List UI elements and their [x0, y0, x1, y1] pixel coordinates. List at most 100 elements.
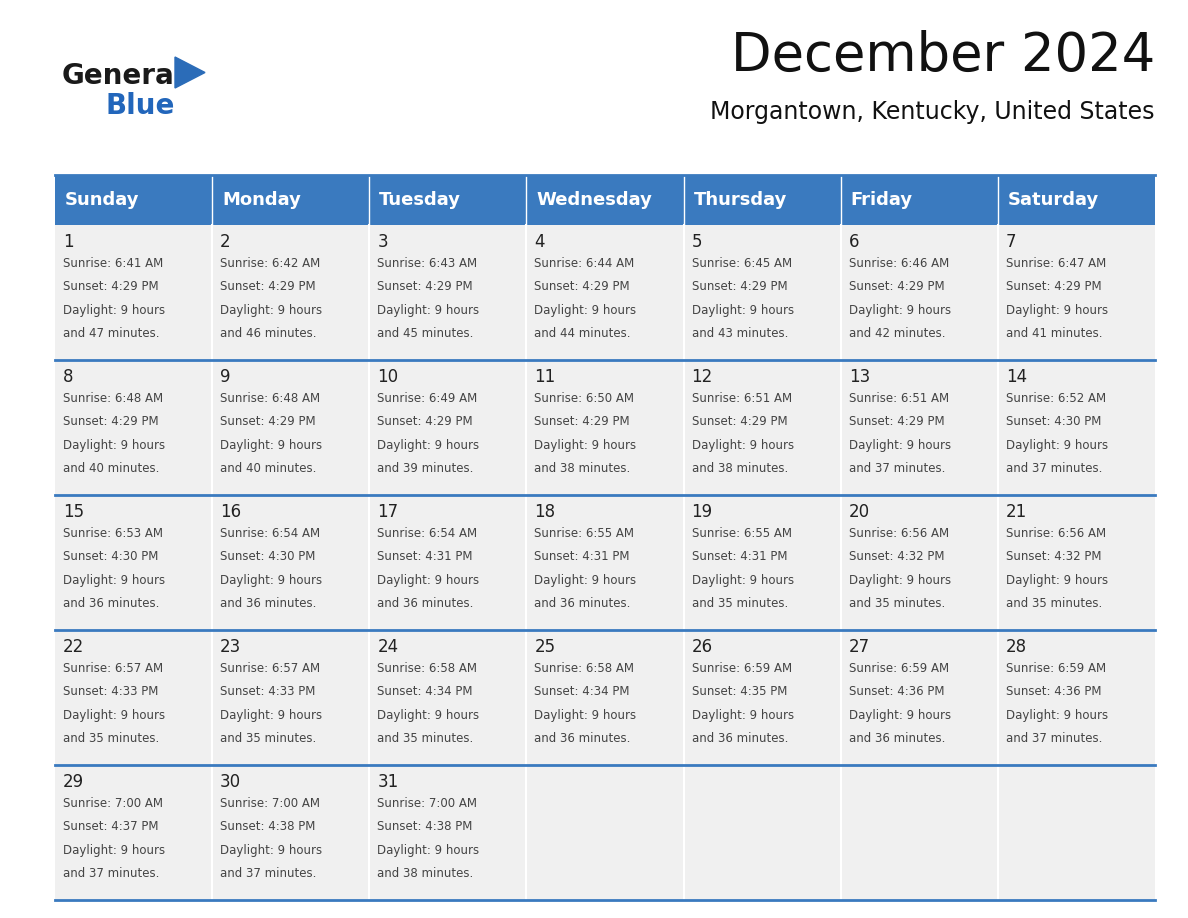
Text: Daylight: 9 hours: Daylight: 9 hours: [1006, 709, 1108, 722]
Text: Sunset: 4:36 PM: Sunset: 4:36 PM: [1006, 686, 1101, 699]
Text: and 35 minutes.: and 35 minutes.: [691, 597, 788, 610]
Bar: [998, 175, 1155, 225]
Bar: [55, 495, 213, 630]
Text: Sunrise: 6:48 AM: Sunrise: 6:48 AM: [220, 392, 321, 405]
Text: Sunrise: 6:43 AM: Sunrise: 6:43 AM: [378, 257, 478, 270]
Text: Sunset: 4:31 PM: Sunset: 4:31 PM: [691, 550, 788, 564]
Text: 19: 19: [691, 503, 713, 521]
Text: Sunset: 4:38 PM: Sunset: 4:38 PM: [220, 821, 316, 834]
Text: Sunrise: 6:53 AM: Sunrise: 6:53 AM: [63, 527, 163, 540]
Text: 22: 22: [63, 638, 84, 656]
Text: and 40 minutes.: and 40 minutes.: [63, 462, 159, 475]
Text: Sunrise: 6:46 AM: Sunrise: 6:46 AM: [848, 257, 949, 270]
Bar: [213, 225, 369, 360]
Text: Sunrise: 6:49 AM: Sunrise: 6:49 AM: [378, 392, 478, 405]
Text: 25: 25: [535, 638, 556, 656]
Bar: [55, 225, 213, 360]
Text: and 38 minutes.: and 38 minutes.: [535, 462, 631, 475]
Bar: [526, 225, 683, 360]
Text: 8: 8: [63, 368, 74, 386]
Text: and 35 minutes.: and 35 minutes.: [848, 597, 944, 610]
Text: Sunrise: 6:52 AM: Sunrise: 6:52 AM: [1006, 392, 1106, 405]
Text: Daylight: 9 hours: Daylight: 9 hours: [378, 574, 480, 587]
Text: Daylight: 9 hours: Daylight: 9 hours: [848, 439, 950, 452]
Text: Sunset: 4:32 PM: Sunset: 4:32 PM: [848, 550, 944, 564]
Text: Daylight: 9 hours: Daylight: 9 hours: [378, 844, 480, 856]
Text: and 36 minutes.: and 36 minutes.: [535, 732, 631, 745]
Text: 18: 18: [535, 503, 556, 521]
Bar: [998, 630, 1155, 765]
Text: and 36 minutes.: and 36 minutes.: [220, 597, 316, 610]
Bar: [526, 495, 683, 630]
Text: Sunset: 4:33 PM: Sunset: 4:33 PM: [220, 686, 316, 699]
Text: Daylight: 9 hours: Daylight: 9 hours: [378, 709, 480, 722]
Text: Daylight: 9 hours: Daylight: 9 hours: [535, 304, 637, 317]
Text: and 44 minutes.: and 44 minutes.: [535, 327, 631, 340]
Text: Sunset: 4:31 PM: Sunset: 4:31 PM: [378, 550, 473, 564]
Text: 23: 23: [220, 638, 241, 656]
Text: 10: 10: [378, 368, 398, 386]
Text: Sunrise: 6:44 AM: Sunrise: 6:44 AM: [535, 257, 634, 270]
Bar: [683, 175, 841, 225]
Text: Daylight: 9 hours: Daylight: 9 hours: [220, 844, 322, 856]
Text: Daylight: 9 hours: Daylight: 9 hours: [220, 439, 322, 452]
Text: Saturday: Saturday: [1007, 191, 1099, 209]
Text: Sunrise: 7:00 AM: Sunrise: 7:00 AM: [220, 797, 320, 810]
Text: and 36 minutes.: and 36 minutes.: [63, 597, 159, 610]
Text: and 38 minutes.: and 38 minutes.: [691, 462, 788, 475]
Bar: [683, 630, 841, 765]
Text: Sunrise: 6:41 AM: Sunrise: 6:41 AM: [63, 257, 163, 270]
Text: Sunday: Sunday: [65, 191, 139, 209]
Bar: [55, 630, 213, 765]
Bar: [213, 495, 369, 630]
Text: Daylight: 9 hours: Daylight: 9 hours: [378, 439, 480, 452]
Text: Sunrise: 6:57 AM: Sunrise: 6:57 AM: [220, 662, 321, 675]
Bar: [369, 495, 526, 630]
Text: Sunrise: 6:54 AM: Sunrise: 6:54 AM: [378, 527, 478, 540]
Text: Sunrise: 6:59 AM: Sunrise: 6:59 AM: [848, 662, 949, 675]
Text: 20: 20: [848, 503, 870, 521]
Text: Daylight: 9 hours: Daylight: 9 hours: [1006, 439, 1108, 452]
Text: Wednesday: Wednesday: [537, 191, 652, 209]
Text: Sunrise: 6:57 AM: Sunrise: 6:57 AM: [63, 662, 163, 675]
Text: 27: 27: [848, 638, 870, 656]
Text: and 42 minutes.: and 42 minutes.: [848, 327, 946, 340]
Text: Sunset: 4:29 PM: Sunset: 4:29 PM: [1006, 280, 1101, 294]
Text: Sunset: 4:30 PM: Sunset: 4:30 PM: [63, 550, 158, 564]
Bar: [213, 630, 369, 765]
Bar: [841, 225, 998, 360]
Text: Sunset: 4:29 PM: Sunset: 4:29 PM: [535, 415, 630, 429]
Text: Sunset: 4:34 PM: Sunset: 4:34 PM: [535, 686, 630, 699]
Bar: [369, 225, 526, 360]
Text: Daylight: 9 hours: Daylight: 9 hours: [220, 574, 322, 587]
Text: 2: 2: [220, 233, 230, 251]
Text: and 36 minutes.: and 36 minutes.: [848, 732, 946, 745]
Bar: [526, 765, 683, 900]
Text: Daylight: 9 hours: Daylight: 9 hours: [63, 844, 165, 856]
Text: and 37 minutes.: and 37 minutes.: [1006, 462, 1102, 475]
Text: 9: 9: [220, 368, 230, 386]
Bar: [213, 175, 369, 225]
Text: 4: 4: [535, 233, 545, 251]
Bar: [526, 630, 683, 765]
Text: Sunset: 4:29 PM: Sunset: 4:29 PM: [378, 280, 473, 294]
Text: Sunset: 4:33 PM: Sunset: 4:33 PM: [63, 686, 158, 699]
Text: 7: 7: [1006, 233, 1017, 251]
Text: Daylight: 9 hours: Daylight: 9 hours: [63, 574, 165, 587]
Text: 15: 15: [63, 503, 84, 521]
Bar: [683, 765, 841, 900]
Text: and 35 minutes.: and 35 minutes.: [63, 732, 159, 745]
Text: Daylight: 9 hours: Daylight: 9 hours: [63, 709, 165, 722]
Text: Daylight: 9 hours: Daylight: 9 hours: [691, 574, 794, 587]
Text: Daylight: 9 hours: Daylight: 9 hours: [220, 709, 322, 722]
Text: Daylight: 9 hours: Daylight: 9 hours: [691, 709, 794, 722]
Text: 24: 24: [378, 638, 398, 656]
Bar: [841, 630, 998, 765]
Text: Sunrise: 6:42 AM: Sunrise: 6:42 AM: [220, 257, 321, 270]
Text: 31: 31: [378, 773, 398, 791]
Text: Sunset: 4:29 PM: Sunset: 4:29 PM: [691, 415, 788, 429]
Bar: [998, 765, 1155, 900]
Text: Sunset: 4:37 PM: Sunset: 4:37 PM: [63, 821, 158, 834]
Text: Sunset: 4:30 PM: Sunset: 4:30 PM: [1006, 415, 1101, 429]
Text: Sunrise: 6:48 AM: Sunrise: 6:48 AM: [63, 392, 163, 405]
